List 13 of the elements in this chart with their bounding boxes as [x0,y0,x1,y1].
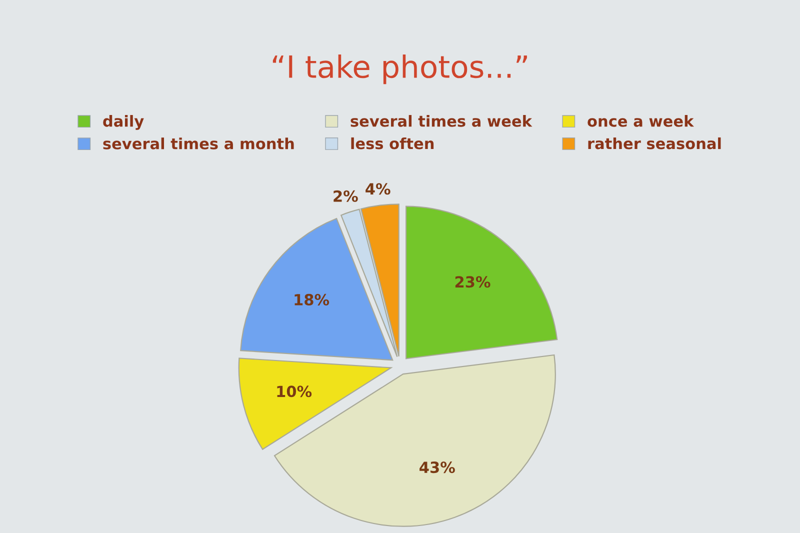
data-label: 18% [294,294,330,306]
chart-title: “I take photos...” [272,54,527,84]
data-label: 43% [420,462,455,474]
legend-label: less often [351,137,434,150]
data-label: 2% [334,190,358,202]
data-label: 4% [366,183,390,195]
legend-label: daily [103,115,144,130]
data-label: 10% [277,386,312,398]
legend-label: several times a week [350,115,532,127]
legend-label: rather seasonal [588,137,721,150]
data-label: 23% [455,276,490,288]
legend-label: several times a month [103,138,294,150]
legend-label: once a week [588,115,694,127]
